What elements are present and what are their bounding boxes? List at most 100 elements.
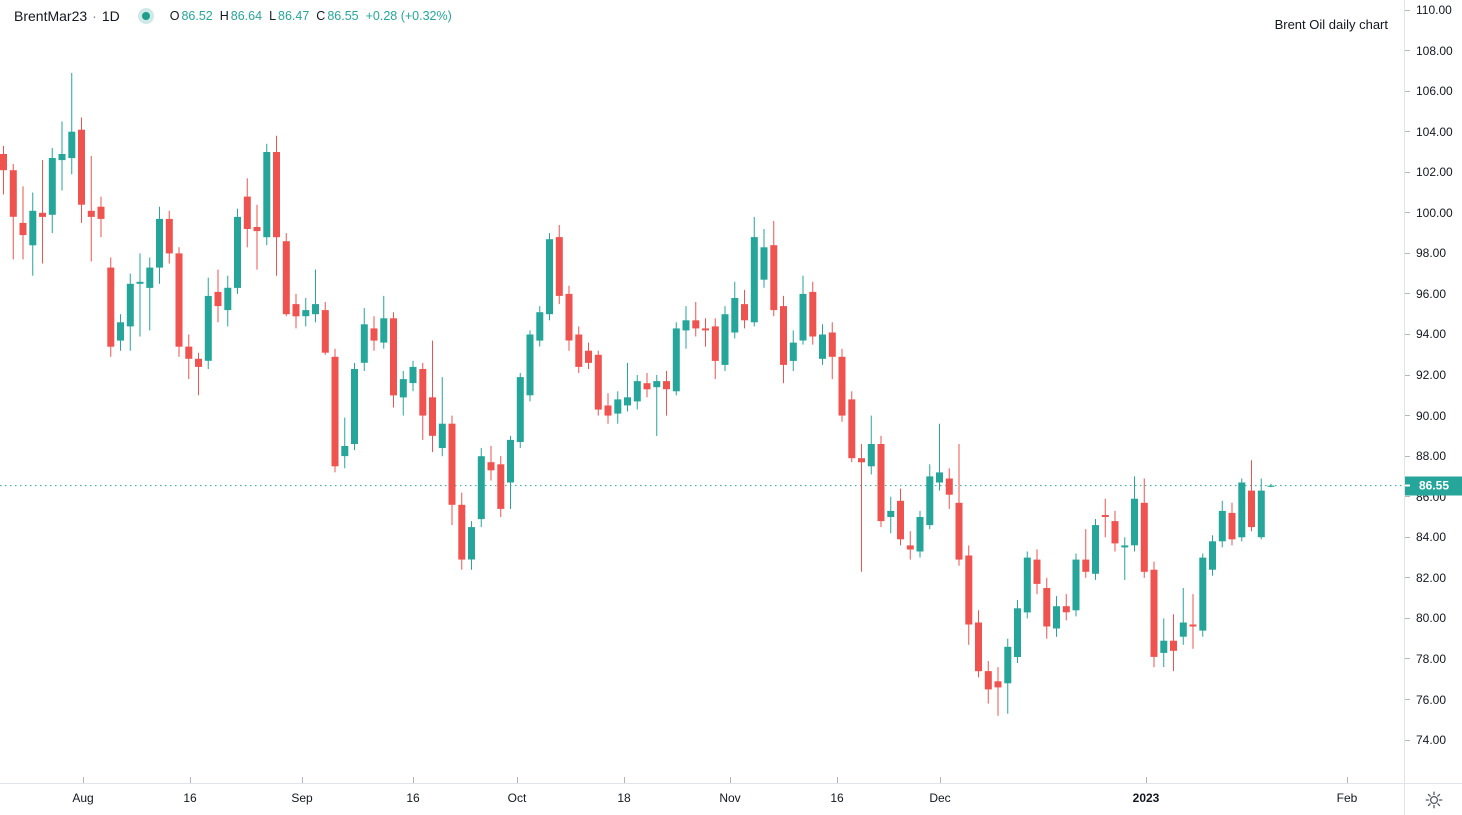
candle[interactable] bbox=[1082, 529, 1090, 578]
series-marker-icon[interactable] bbox=[137, 8, 154, 24]
candle[interactable] bbox=[516, 373, 524, 448]
candle[interactable] bbox=[624, 362, 631, 412]
candle[interactable] bbox=[1053, 596, 1060, 637]
candle[interactable] bbox=[1209, 535, 1216, 576]
candle[interactable] bbox=[721, 306, 729, 371]
candle[interactable] bbox=[663, 371, 670, 416]
candle[interactable] bbox=[838, 348, 846, 422]
candle[interactable] bbox=[1062, 594, 1070, 621]
candle[interactable] bbox=[1092, 519, 1099, 580]
candle[interactable] bbox=[409, 360, 417, 392]
candle[interactable] bbox=[165, 210, 173, 264]
candle[interactable] bbox=[126, 273, 134, 351]
candle[interactable] bbox=[438, 377, 446, 457]
candle[interactable] bbox=[48, 147, 56, 234]
candle[interactable] bbox=[136, 253, 144, 337]
candle[interactable] bbox=[633, 375, 641, 410]
candle[interactable] bbox=[916, 510, 924, 558]
interval-label[interactable]: 1D bbox=[101, 8, 120, 24]
candle[interactable] bbox=[1111, 510, 1119, 552]
candle[interactable] bbox=[565, 285, 573, 351]
candle[interactable] bbox=[877, 435, 885, 528]
candle[interactable] bbox=[312, 269, 319, 323]
candle[interactable] bbox=[536, 306, 544, 347]
candle[interactable] bbox=[594, 350, 602, 416]
candle[interactable] bbox=[243, 178, 251, 248]
candle[interactable] bbox=[185, 334, 193, 380]
candle[interactable] bbox=[1189, 594, 1197, 649]
candle[interactable] bbox=[770, 220, 778, 317]
candle[interactable] bbox=[760, 229, 768, 288]
candle[interactable] bbox=[370, 316, 378, 351]
candle[interactable] bbox=[555, 225, 563, 305]
candle[interactable] bbox=[1033, 549, 1041, 595]
candle[interactable] bbox=[487, 446, 495, 481]
candle[interactable] bbox=[1199, 553, 1207, 637]
candle[interactable] bbox=[799, 275, 807, 345]
candle[interactable] bbox=[1131, 476, 1138, 552]
candle[interactable] bbox=[858, 444, 865, 572]
candle[interactable] bbox=[282, 233, 290, 317]
candle[interactable] bbox=[29, 192, 37, 276]
candle[interactable] bbox=[331, 348, 339, 473]
candle[interactable] bbox=[429, 340, 436, 453]
candle[interactable] bbox=[848, 391, 856, 463]
candle[interactable] bbox=[390, 312, 397, 408]
candle[interactable] bbox=[575, 326, 583, 373]
candle[interactable] bbox=[867, 415, 875, 475]
candle[interactable] bbox=[1101, 498, 1109, 538]
candle[interactable] bbox=[360, 308, 368, 371]
candle[interactable] bbox=[263, 143, 271, 246]
candle[interactable] bbox=[789, 330, 797, 371]
candle[interactable] bbox=[604, 393, 612, 424]
candle[interactable] bbox=[195, 352, 202, 396]
candle[interactable] bbox=[994, 667, 1002, 716]
candle[interactable] bbox=[477, 448, 485, 528]
chart-canvas[interactable] bbox=[0, 0, 1404, 783]
candle[interactable] bbox=[302, 298, 310, 327]
candle[interactable] bbox=[9, 164, 17, 260]
candle[interactable] bbox=[156, 206, 163, 284]
candle[interactable] bbox=[107, 257, 115, 357]
candle[interactable] bbox=[1248, 460, 1255, 532]
candle[interactable] bbox=[380, 295, 388, 349]
candle[interactable] bbox=[1150, 561, 1158, 668]
time-axis[interactable]: Aug 16 Sep 16 Oct 18 Nov 16 Dec 2023 Feb bbox=[0, 777, 1404, 815]
candle[interactable] bbox=[546, 233, 553, 321]
candle[interactable] bbox=[1072, 553, 1080, 617]
candle[interactable] bbox=[1004, 638, 1012, 714]
candle[interactable] bbox=[399, 371, 407, 416]
candle[interactable] bbox=[741, 289, 748, 329]
candle[interactable] bbox=[351, 362, 358, 451]
candle[interactable] bbox=[614, 391, 622, 424]
candle[interactable] bbox=[497, 456, 505, 517]
candle[interactable] bbox=[906, 531, 914, 560]
price-axis[interactable]: 86.55 110.00 108.00 106.00 104.00 102.00 100.… bbox=[1404, 0, 1462, 783]
candle[interactable] bbox=[468, 521, 475, 570]
candle[interactable] bbox=[955, 444, 963, 566]
candle[interactable] bbox=[975, 610, 982, 678]
candle[interactable] bbox=[39, 160, 46, 264]
candle[interactable] bbox=[68, 72, 76, 175]
candle[interactable] bbox=[692, 302, 700, 337]
candle[interactable] bbox=[965, 545, 973, 645]
candle[interactable] bbox=[672, 322, 680, 396]
candle[interactable] bbox=[321, 302, 329, 355]
candle[interactable] bbox=[1228, 502, 1236, 546]
candle[interactable] bbox=[702, 318, 709, 347]
candle[interactable] bbox=[926, 464, 934, 530]
candle[interactable] bbox=[897, 488, 904, 546]
axis-settings-button[interactable] bbox=[1404, 783, 1462, 815]
candle[interactable] bbox=[643, 373, 651, 398]
candle[interactable] bbox=[448, 415, 456, 526]
candle[interactable] bbox=[1257, 478, 1265, 540]
candle[interactable] bbox=[526, 330, 534, 402]
candle[interactable] bbox=[117, 314, 124, 351]
candle[interactable] bbox=[828, 322, 836, 380]
candle[interactable] bbox=[1218, 500, 1226, 548]
candle[interactable] bbox=[19, 186, 27, 260]
candle[interactable] bbox=[234, 208, 241, 294]
candle[interactable] bbox=[682, 306, 690, 349]
candle[interactable] bbox=[809, 281, 817, 345]
candle[interactable] bbox=[78, 117, 85, 223]
